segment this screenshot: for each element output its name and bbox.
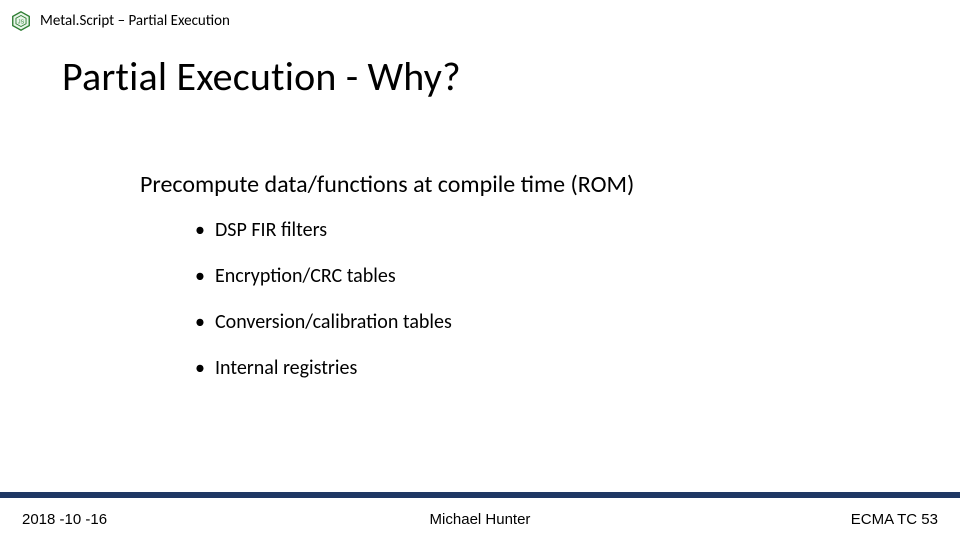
- svg-text:JS: JS: [18, 19, 25, 25]
- slide-footer: 2018 -10 -16 Michael Hunter ECMA TC 53: [0, 498, 960, 540]
- hex-logo-icon: JS: [10, 10, 32, 32]
- list-item: Conversion/calibration tables: [195, 310, 452, 334]
- slide-header: JS Metal.Script – Partial Execution: [10, 10, 230, 32]
- list-item: Internal registries: [195, 356, 452, 380]
- bullet-list: DSP FIR filters Encryption/CRC tables Co…: [195, 218, 452, 402]
- list-item: DSP FIR filters: [195, 218, 452, 242]
- footer-author: Michael Hunter: [430, 511, 531, 528]
- footer-org: ECMA TC 53: [851, 511, 938, 528]
- list-item: Encryption/CRC tables: [195, 264, 452, 288]
- header-text: Metal.Script – Partial Execution: [40, 12, 230, 30]
- slide-title: Partial Execution - Why?: [62, 52, 461, 101]
- slide: JS Metal.Script – Partial Execution Part…: [0, 0, 960, 540]
- footer-date: 2018 -10 -16: [22, 511, 107, 528]
- slide-subhead: Precompute data/functions at compile tim…: [140, 170, 634, 199]
